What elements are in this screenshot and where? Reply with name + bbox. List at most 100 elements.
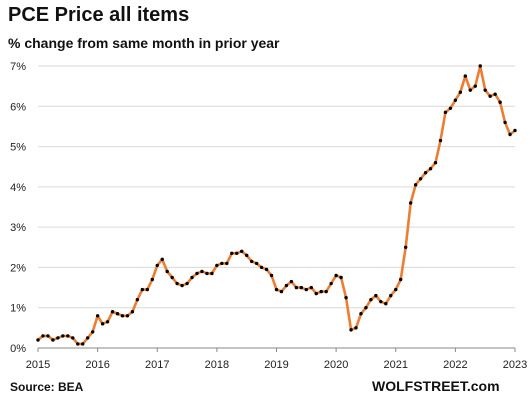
data-point	[165, 269, 169, 274]
data-point	[130, 310, 135, 314]
data-point	[458, 90, 463, 94]
data-point	[61, 334, 65, 338]
data-point	[220, 261, 224, 266]
y-tick-label: 7%	[10, 61, 26, 73]
x-tick-label: 2017	[145, 359, 169, 371]
data-point	[413, 183, 418, 187]
data-point	[354, 326, 358, 330]
data-point	[399, 277, 403, 282]
data-point	[374, 293, 378, 298]
data-point	[438, 138, 443, 143]
data-point	[483, 88, 487, 92]
x-tick-label: 2021	[384, 359, 408, 371]
data-point	[364, 306, 368, 310]
data-point	[195, 271, 199, 276]
data-point	[349, 328, 353, 332]
data-point	[240, 249, 244, 254]
y-tick-label: 2%	[10, 262, 26, 274]
data-point	[90, 330, 95, 334]
data-point	[230, 251, 234, 256]
data-point	[403, 245, 408, 249]
data-point	[359, 312, 363, 316]
data-point	[259, 265, 264, 270]
data-point	[433, 160, 438, 165]
data-point	[120, 314, 125, 318]
data-point	[235, 251, 239, 256]
data-point	[155, 263, 159, 268]
data-point	[453, 98, 458, 102]
data-point	[369, 297, 373, 302]
data-point	[76, 342, 80, 346]
gridlines	[38, 65, 515, 309]
data-point	[324, 289, 328, 294]
data-point	[279, 289, 284, 294]
data-point	[339, 275, 343, 280]
data-point	[344, 295, 348, 300]
data-point	[95, 314, 100, 318]
data-point	[215, 263, 219, 268]
data-point	[334, 273, 338, 278]
data-point	[66, 334, 70, 338]
data-point	[503, 120, 507, 125]
data-point	[443, 110, 448, 115]
data-point	[254, 261, 259, 266]
data-point	[105, 320, 110, 324]
y-tick-label: 6%	[10, 101, 26, 113]
data-point	[304, 287, 309, 292]
x-tick-label: 2020	[324, 359, 348, 371]
data-point	[210, 271, 214, 276]
data-point	[508, 132, 512, 137]
data-point	[513, 128, 517, 133]
data-point	[36, 338, 40, 342]
chart-subtitle: % change from same month in prior year	[8, 35, 280, 51]
data-point	[150, 277, 154, 282]
x-tick-label: 2018	[205, 359, 229, 371]
data-point	[274, 287, 279, 292]
data-point	[180, 283, 184, 288]
data-point	[294, 285, 299, 290]
x-tick-label: 2016	[85, 359, 109, 371]
data-point	[448, 106, 453, 111]
data-point	[319, 289, 323, 294]
data-point	[428, 167, 433, 171]
y-tick-label: 0%	[10, 343, 26, 355]
data-point	[100, 322, 105, 326]
data-point	[423, 171, 428, 175]
series-line	[37, 64, 516, 346]
data-point	[309, 285, 313, 290]
data-point	[125, 314, 130, 318]
data-point	[249, 259, 254, 264]
data-point	[115, 312, 120, 316]
data-point	[46, 334, 50, 338]
data-point	[205, 271, 209, 276]
x-tick-label: 2023	[503, 359, 527, 371]
data-point	[299, 285, 304, 290]
data-point	[71, 336, 75, 340]
axes: 0% 1% 2% 3% 4% 5% 6% 7% 2015 2016 2017 2018 2019 2020…	[10, 61, 527, 371]
data-point	[463, 74, 468, 78]
data-point	[140, 287, 145, 292]
series-line-path	[37, 64, 516, 346]
data-point	[264, 267, 269, 272]
x-tick-label: 2015	[26, 359, 50, 371]
data-point	[81, 342, 85, 346]
series-markers	[36, 64, 517, 346]
data-point	[269, 273, 274, 278]
brand-logo-text: WOLFSTREET.com	[372, 378, 500, 394]
data-point	[473, 84, 477, 88]
data-point	[408, 201, 413, 205]
x-tick-label: 2022	[443, 359, 467, 371]
data-point	[488, 94, 492, 98]
y-tick-label: 4%	[10, 182, 26, 194]
data-point	[244, 253, 249, 258]
data-point	[394, 287, 398, 292]
data-point	[185, 281, 189, 286]
data-point	[41, 334, 45, 338]
data-point	[190, 275, 194, 280]
data-point	[225, 261, 229, 266]
data-point	[284, 283, 289, 288]
data-point	[389, 293, 393, 298]
data-point	[418, 177, 423, 181]
data-point	[56, 336, 60, 340]
